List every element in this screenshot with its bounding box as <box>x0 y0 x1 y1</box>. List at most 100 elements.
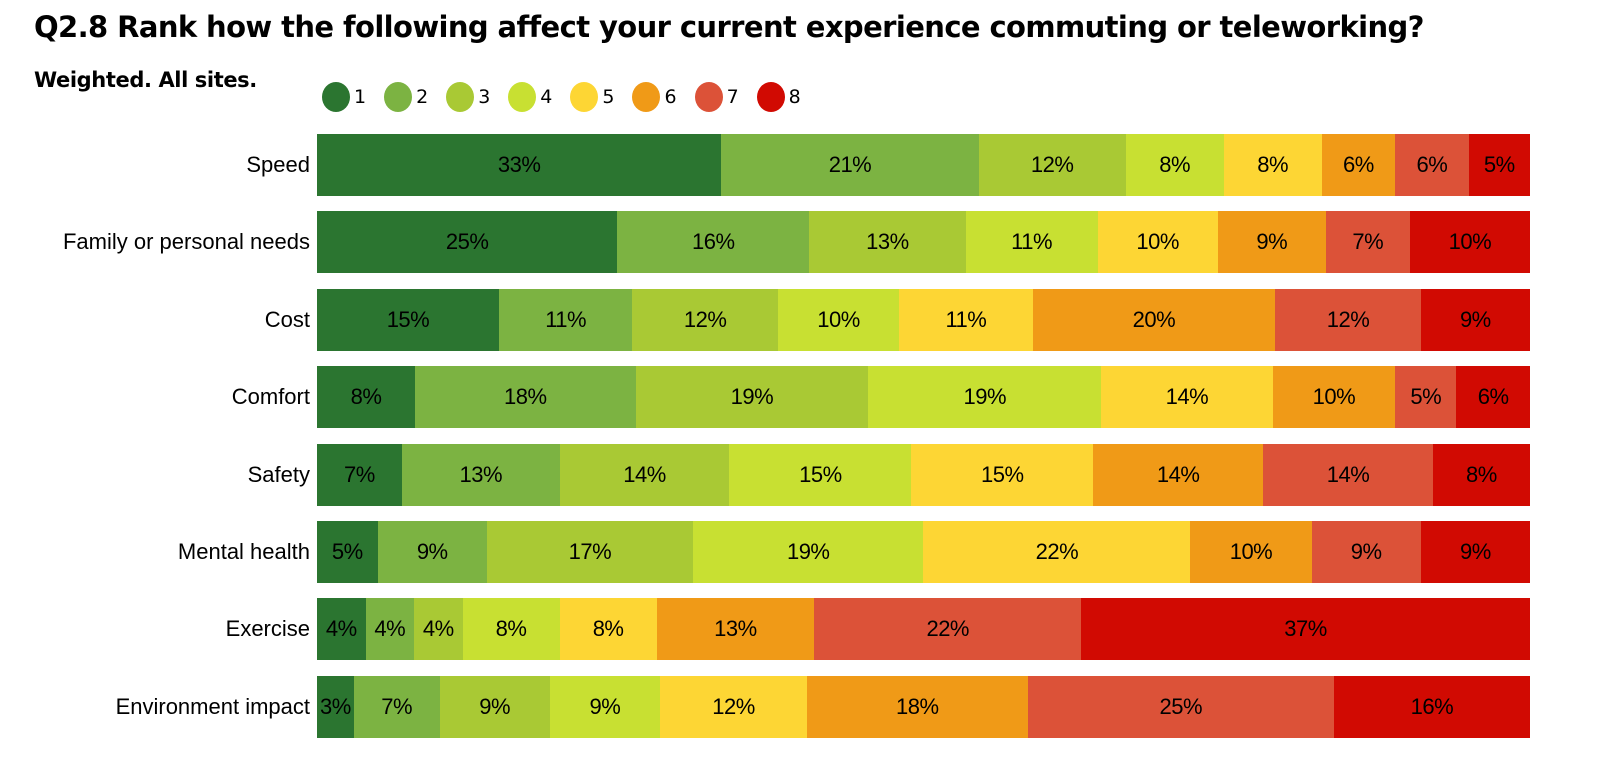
legend-item-4: 4 <box>508 82 552 112</box>
data-label: 15% <box>799 461 842 487</box>
category-label: Family or personal needs <box>62 229 310 255</box>
legend-item-1: 1 <box>322 82 366 112</box>
bar-segment: 13% <box>809 211 966 274</box>
data-label: 11% <box>545 306 587 332</box>
bar-segment: 21% <box>721 134 979 196</box>
legend-swatch <box>384 82 413 112</box>
data-label: 14% <box>1326 461 1370 487</box>
bar-segment: 15% <box>729 443 912 506</box>
legend-label: 1 <box>354 86 367 108</box>
category-label: Cost <box>264 306 310 332</box>
stacked-bar: 15% 11% 12% 10% 11% 20% 12% 9% <box>317 288 1530 351</box>
data-label: 15% <box>386 306 430 332</box>
data-label: 4% <box>374 616 406 642</box>
data-label: 5% <box>1410 384 1442 410</box>
data-label: 4% <box>325 616 357 642</box>
bar-row: Mental health 5% 9% 17% 19% 22% 10% 9% 9% <box>0 521 1600 583</box>
bar-segment: 5% <box>1468 134 1530 196</box>
bar-segment: 16% <box>617 211 810 274</box>
category-label: Comfort <box>231 384 310 410</box>
bar-row: Environment impact 3% 7% 9% 9% 12% 18% 25% 16% <box>0 675 1600 738</box>
category-label: Speed <box>246 152 310 177</box>
data-label: 8% <box>350 384 382 410</box>
legend-swatch <box>570 82 599 112</box>
legend-swatch <box>322 82 350 112</box>
data-label: 33% <box>497 152 541 177</box>
bar-segment: 6% <box>1395 134 1469 196</box>
bar-segment: 22% <box>923 521 1191 583</box>
data-label: 10% <box>1312 384 1356 410</box>
data-label: 8% <box>592 616 624 642</box>
bar-row: Safety 7% 13% 14% 15% 15% 14% 14% 8% <box>0 443 1600 506</box>
data-label: 9% <box>589 693 621 719</box>
data-label: 9% <box>1350 539 1382 564</box>
data-label: 9% <box>416 539 448 564</box>
data-label: 18% <box>504 384 547 410</box>
bar-segment: 15% <box>911 443 1094 506</box>
data-label: 25% <box>1159 693 1203 719</box>
bar-segment: 19% <box>868 366 1102 429</box>
data-label: 9% <box>1256 229 1288 255</box>
bar-segment: 25% <box>317 211 618 274</box>
bar-segment: 17% <box>486 521 693 583</box>
bar-segment: 10% <box>1272 366 1396 429</box>
data-label: 10% <box>1229 539 1273 564</box>
legend-label: 3 <box>478 86 491 108</box>
data-label: 7% <box>381 693 413 719</box>
bar-segment: 19% <box>635 366 869 429</box>
data-label: 12% <box>1030 152 1074 177</box>
data-label: 10% <box>817 306 860 332</box>
data-label: 7% <box>1352 229 1384 255</box>
data-label: 8% <box>495 616 527 642</box>
bar-segment: 25% <box>1027 675 1334 738</box>
data-label: 6% <box>1477 384 1509 410</box>
category-label: Safety <box>247 461 310 487</box>
legend-item-2: 2 <box>384 82 428 112</box>
bar-segment: 33% <box>317 134 722 196</box>
bar-segment: 12% <box>1275 288 1421 351</box>
legend-swatch <box>756 82 785 112</box>
data-label: 16% <box>1410 693 1454 719</box>
legend-swatch <box>632 82 661 112</box>
chart-title: Q2.8 Rank how the following affect your … <box>34 10 1425 44</box>
data-label: 16% <box>692 229 735 255</box>
bar-segment: 22% <box>814 598 1082 661</box>
legend-label: 8 <box>788 86 801 108</box>
bar-segment: 7% <box>353 675 440 738</box>
bar-segment: 13% <box>656 598 815 661</box>
legend-item-8: 8 <box>756 82 801 112</box>
stacked-bar: 7% 13% 14% 15% 15% 14% 14% 8% <box>317 443 1530 506</box>
bar-segment: 8% <box>1432 443 1530 506</box>
bar-segment: 10% <box>1409 211 1530 274</box>
data-label: 14% <box>1156 461 1200 487</box>
bar-segment: 9% <box>1217 211 1326 274</box>
bar-segment: 14% <box>1093 443 1264 506</box>
data-label: 5% <box>1483 152 1515 177</box>
bar-segment: 15% <box>317 288 499 351</box>
bar-segment: 4% <box>365 598 415 661</box>
data-label: 9% <box>1459 306 1491 332</box>
category-label: Exercise <box>225 616 310 642</box>
bar-segment: 9% <box>1420 521 1530 583</box>
legend-label: 4 <box>540 86 553 108</box>
bar-segment: 4% <box>317 598 366 661</box>
bar-segment: 10% <box>1097 211 1218 274</box>
bar-segment: 9% <box>1420 288 1530 351</box>
data-label: 13% <box>714 616 757 642</box>
data-label: 5% <box>331 539 363 564</box>
bar-segment: 5% <box>317 521 378 583</box>
bar-segment: 11% <box>965 211 1098 274</box>
data-label: 13% <box>459 461 503 487</box>
bar-segment: 12% <box>978 134 1126 196</box>
data-label: 12% <box>712 693 755 719</box>
bar-row: Cost 15% 11% 12% 10% 11% 20% 12% 9% <box>0 288 1600 351</box>
data-label: 19% <box>786 539 830 564</box>
data-label: 19% <box>730 384 774 410</box>
bar-segment: 9% <box>439 675 550 738</box>
data-label: 11% <box>945 306 987 332</box>
bar-segment: 6% <box>1321 134 1396 196</box>
bar-segment: 8% <box>1125 134 1224 196</box>
data-label: 15% <box>981 461 1024 487</box>
legend-swatch <box>446 82 475 112</box>
legend-label: 5 <box>602 86 615 108</box>
